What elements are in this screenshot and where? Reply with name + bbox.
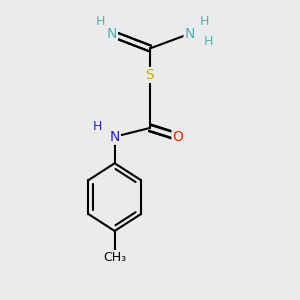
Text: N: N [184, 27, 195, 41]
Text: N: N [110, 130, 120, 144]
Text: H: H [92, 120, 102, 133]
Text: S: S [146, 68, 154, 82]
Text: H: H [95, 15, 105, 28]
Text: O: O [172, 130, 183, 144]
Text: CH₃: CH₃ [103, 251, 126, 264]
Text: H: H [204, 34, 214, 48]
Text: H: H [200, 15, 209, 28]
Text: N: N [106, 27, 117, 41]
